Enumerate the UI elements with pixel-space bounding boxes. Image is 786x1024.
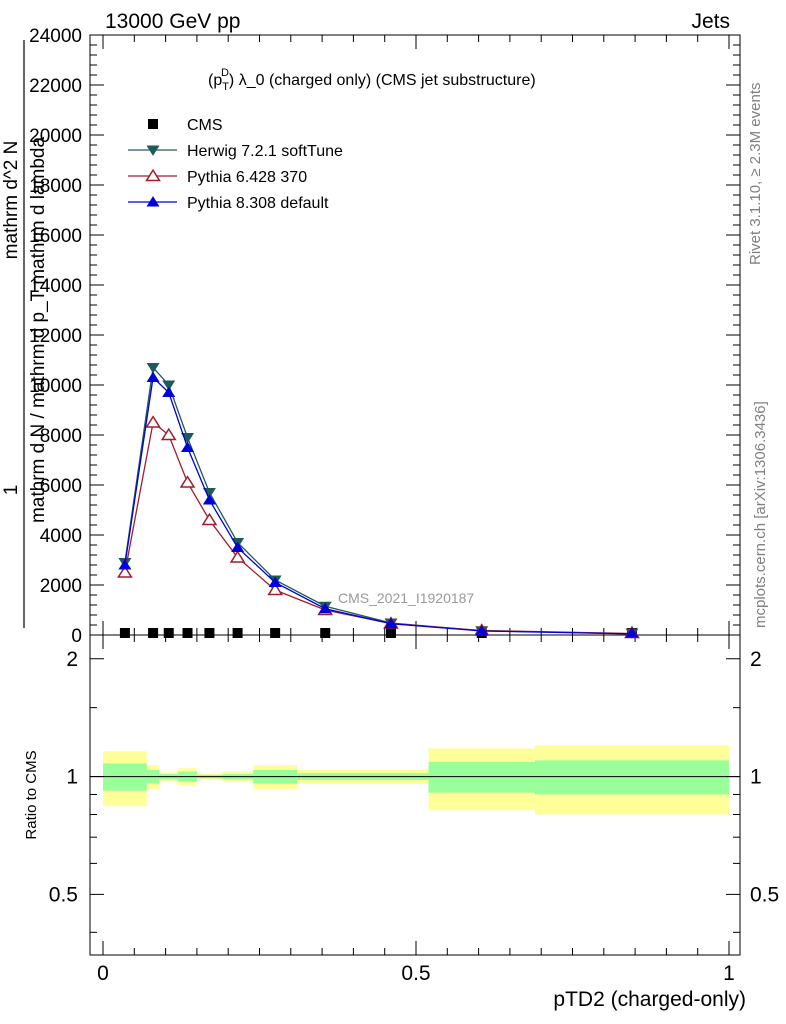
plot-title-rest: ) λ_0 (charged only) (CMS jet substructu…	[229, 72, 536, 89]
rivet-label: Rivet 3.1.10, ≥ 2.3M events	[747, 83, 764, 266]
stat-band	[103, 763, 147, 791]
data-point	[268, 576, 282, 588]
legend-entry: CMS	[148, 117, 223, 134]
main-y-label-top: mathrm d^2 N	[1, 141, 22, 260]
legend-marker	[146, 145, 160, 156]
data-point	[201, 512, 218, 526]
data-point	[118, 559, 132, 570]
legend-entry: Pythia 8.308 default	[128, 195, 329, 212]
legend: CMS Herwig 7.2.1 softTune Pythia 6.428 370…	[128, 117, 343, 212]
main-y-tick-label: 12000	[29, 326, 82, 347]
main-y-label-numerator-1: 1	[1, 485, 22, 496]
header-right: Jets	[691, 10, 730, 33]
main-x-ticks	[102, 35, 730, 635]
ratio-x-ticks: 0 0.5 1	[97, 635, 735, 985]
main-y-tick-label: 4000	[40, 526, 82, 547]
main-y-tick-label: 20000	[29, 126, 82, 147]
data-point	[229, 550, 246, 563]
ratio-plot-frame	[89, 634, 741, 956]
main-y-tick-label: 2000	[40, 576, 82, 597]
legend-marker	[145, 168, 161, 182]
legend-entry: Herwig 7.2.1 softTune	[128, 143, 343, 160]
series-layer	[117, 362, 640, 639]
data-point	[475, 625, 489, 636]
ratio-y-tick-label-right: 0.5	[750, 883, 779, 906]
stat-band	[534, 760, 729, 795]
ratio-y-tick-label-right: 2	[750, 648, 762, 671]
main-y-tick-label: 6000	[40, 476, 82, 497]
plot-title: (pTD) λ_0 (charged only) (CMS jet substr…	[208, 67, 536, 93]
ratio-y-label: Ratio to CMS	[23, 750, 40, 839]
main-y-label-denominator: mathrm d N / mathrm d p_T mathrm d lambd…	[28, 137, 49, 524]
data-point	[117, 565, 133, 578]
data-point	[160, 427, 177, 441]
series-3	[118, 371, 639, 638]
data-point	[181, 441, 195, 453]
main-y-tick-label: 22000	[29, 76, 82, 97]
data-point	[119, 628, 130, 638]
data-point	[318, 602, 332, 614]
legend-label: Herwig 7.2.1 softTune	[187, 143, 343, 160]
x-tick-label: 0	[97, 962, 109, 985]
main-y-tick-label: 14000	[29, 276, 82, 297]
ratio-y-tick-label: 0.5	[49, 883, 78, 906]
legend-label: CMS	[187, 117, 223, 134]
data-point	[145, 415, 161, 428]
x-tick-label: 1	[723, 962, 735, 985]
data-point	[162, 386, 176, 398]
data-point	[179, 475, 196, 488]
data-point	[270, 628, 281, 638]
data-point	[162, 380, 176, 391]
plot-title-sup: D	[221, 67, 229, 79]
main-y-tick-label: 18000	[29, 176, 82, 197]
data-point	[231, 541, 245, 553]
data-point	[182, 628, 193, 638]
data-point	[181, 432, 195, 444]
main-y-tick-label: 10000	[29, 376, 82, 397]
main-y-tick-label: 8000	[40, 426, 82, 447]
main-y-ticks: 0 2000 4000 6000 8000 10000 12000 14000 16000 180…	[29, 26, 740, 647]
x-axis-label: pTD2 (charged-only)	[553, 988, 746, 1011]
main-y-tick-label: 16000	[29, 226, 82, 247]
data-point	[232, 628, 243, 638]
mcplots-label: mcplots.cern.ch [arXiv:1306.3436]	[752, 401, 769, 628]
stat-band	[428, 761, 535, 793]
data-point	[146, 371, 160, 383]
x-tick-label: 0.5	[401, 962, 430, 985]
data-point	[267, 582, 284, 596]
legend-marker	[146, 196, 160, 207]
data-point	[148, 628, 159, 638]
main-y-tick-label: 0	[71, 626, 82, 647]
data-point	[320, 628, 331, 638]
data-point	[202, 494, 216, 505]
data-point	[146, 362, 160, 374]
data-point	[384, 617, 398, 629]
data-point	[204, 628, 215, 638]
ratio-y-tick-label: 1	[66, 766, 78, 789]
plot-title-sub: T	[222, 81, 229, 93]
data-point	[625, 627, 639, 638]
main-y-tick-label: 24000	[29, 26, 82, 47]
main-y-label: 1 mathrm d^2 N mathrm d N / mathrm d p_T…	[1, 40, 49, 628]
ratio-y-tick-label-right: 1	[750, 766, 762, 789]
legend-label: Pythia 8.308 default	[187, 195, 329, 212]
plot-title-prefix: (p	[208, 72, 222, 89]
legend-label: Pythia 6.428 370	[187, 169, 307, 186]
data-point	[385, 628, 396, 638]
analysis-watermark: CMS_2021_I1920187	[338, 590, 474, 606]
legend-marker	[148, 119, 158, 129]
ratio-bands	[103, 745, 729, 815]
data-point	[163, 628, 174, 638]
legend-entry: Pythia 6.428 370	[128, 168, 307, 186]
ratio-y-tick-label: 2	[66, 648, 78, 671]
header-left: 13000 GeV pp	[105, 10, 240, 33]
ratio-y-ticks: 0.5 0.5 1 1 2 2	[49, 648, 779, 933]
